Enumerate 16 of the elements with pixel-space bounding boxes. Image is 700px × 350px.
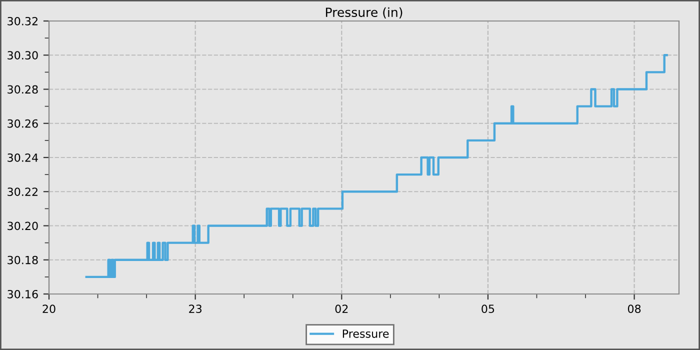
y-tick-label: 30.22 <box>8 188 38 196</box>
y-tick-label: 30.30 <box>8 51 38 60</box>
chart-title: Pressure (in) <box>326 7 402 18</box>
y-tick-label: 30.24 <box>8 153 38 162</box>
x-tick-label: 02 <box>335 304 348 314</box>
x-tick-label: 05 <box>482 304 494 314</box>
y-tick-label: 30.20 <box>8 222 38 230</box>
x-tick-label: 08 <box>628 304 641 314</box>
y-tick-label: 30.26 <box>8 119 38 128</box>
x-tick-label: 23 <box>189 304 202 314</box>
y-tick-label: 30.28 <box>8 85 38 94</box>
x-tick-label: 20 <box>42 304 56 314</box>
y-tick-label: 30.32 <box>8 16 38 26</box>
y-tick-label: 30.18 <box>8 256 38 264</box>
y-tick-label: 30.16 <box>8 290 38 298</box>
legend-label: Pressure <box>342 330 389 338</box>
